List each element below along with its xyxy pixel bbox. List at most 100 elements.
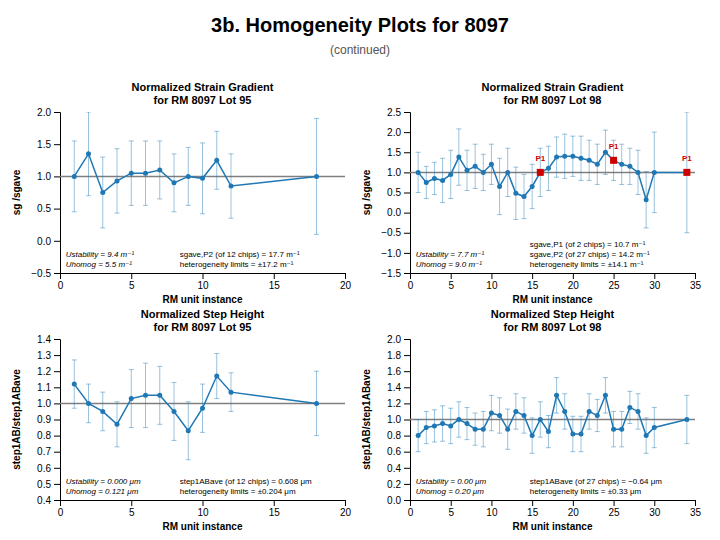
error-bar	[489, 395, 494, 430]
error-bar-cap	[72, 140, 77, 141]
point	[530, 184, 535, 189]
error-bar-cap	[416, 192, 421, 193]
error-bar-cap	[611, 140, 616, 141]
point-label: P1	[535, 154, 545, 163]
error-bar	[505, 409, 510, 449]
error-bar-cap	[432, 409, 437, 410]
error-bar	[627, 148, 632, 184]
error-bar	[416, 420, 421, 452]
error-bar	[595, 144, 600, 184]
tick-label: −0.5	[31, 268, 51, 279]
error-bar-cap	[100, 430, 105, 431]
error-bar	[619, 144, 624, 184]
point	[513, 409, 518, 414]
error-bar	[652, 407, 657, 447]
tick-mark	[404, 273, 410, 274]
error-bar-cap	[619, 184, 624, 185]
tick-mark	[54, 273, 60, 274]
error-bar-cap	[513, 429, 518, 430]
point	[448, 172, 453, 177]
error-bar	[129, 141, 134, 205]
point	[481, 170, 486, 175]
error-bar-cap	[314, 118, 319, 119]
error-bar-cap	[200, 213, 205, 214]
error-bar	[473, 413, 478, 445]
axis-line	[54, 113, 61, 274]
point	[456, 155, 461, 160]
point	[522, 194, 527, 199]
point	[465, 421, 470, 426]
axis-line	[404, 113, 411, 274]
error-bar-cap	[481, 190, 486, 191]
tick-mark	[404, 213, 410, 214]
error-bar-cap	[522, 218, 527, 219]
error-bar	[497, 158, 502, 214]
error-bar-cap	[652, 132, 657, 133]
error-bar-cap	[562, 178, 567, 179]
tick-mark	[573, 273, 574, 279]
tick-mark	[654, 500, 655, 506]
point	[554, 155, 559, 160]
point	[473, 427, 478, 432]
tick-label: 1.3	[37, 350, 51, 361]
error-bar-cap	[562, 134, 567, 135]
error-bar	[579, 416, 584, 451]
tick: 0.0	[387, 495, 410, 506]
tick: 5	[129, 500, 135, 518]
tick-label: 30	[649, 280, 661, 291]
tick-mark	[404, 172, 410, 173]
tick-mark	[404, 152, 410, 153]
point	[314, 401, 319, 406]
error-bar-cap	[100, 157, 105, 158]
error-bar-cap	[505, 148, 510, 149]
tick-label: 10	[197, 280, 209, 291]
point	[416, 170, 421, 175]
y-axis: −0.50.00.51.01.52.0	[31, 107, 60, 279]
tick: 0.4	[37, 495, 60, 506]
point	[554, 393, 559, 398]
point	[538, 170, 543, 175]
tick-label: 0	[408, 280, 414, 291]
error-bar-cap	[440, 441, 445, 442]
error-bar	[465, 150, 470, 190]
error-bar-cap	[530, 164, 535, 165]
point	[587, 158, 592, 163]
error-bar-cap	[157, 140, 162, 141]
error-bar	[229, 373, 234, 412]
error-bar-cap	[505, 409, 510, 410]
plot-area	[410, 378, 695, 454]
error-bar-cap	[587, 393, 592, 394]
tick-label: 5	[448, 507, 454, 518]
tick-label: 25	[609, 507, 621, 518]
point	[172, 409, 177, 414]
point-label: P1	[609, 142, 619, 151]
error-bar	[554, 137, 559, 177]
error-bar	[522, 398, 527, 433]
point	[115, 178, 120, 183]
error-bar-cap	[424, 443, 429, 444]
error-bar-cap	[448, 198, 453, 199]
panel: 05101520−0.50.00.51.01.52.0Ustability = …	[11, 81, 351, 305]
axis-line	[411, 501, 696, 507]
error-bar-cap	[538, 401, 543, 402]
error-bar-cap	[448, 443, 453, 444]
tick-mark	[54, 371, 60, 372]
markers	[537, 157, 691, 176]
y-axis-label: step1AB/step1ABave	[11, 369, 22, 470]
tick-mark	[54, 403, 60, 404]
error-bar-cap	[100, 392, 105, 393]
plot-area	[60, 353, 345, 459]
tick-mark	[54, 436, 60, 437]
error-bar-cap	[465, 439, 470, 440]
tick-mark	[404, 403, 410, 404]
point	[652, 170, 657, 175]
point	[314, 174, 319, 179]
error-bar	[497, 398, 502, 433]
error-bar-cap	[157, 424, 162, 425]
error-bar-cap	[172, 211, 177, 212]
error-bar-cap	[579, 180, 584, 181]
error-bar-cap	[570, 176, 575, 177]
point	[537, 169, 544, 176]
point	[644, 433, 649, 438]
tick-mark	[54, 241, 60, 242]
